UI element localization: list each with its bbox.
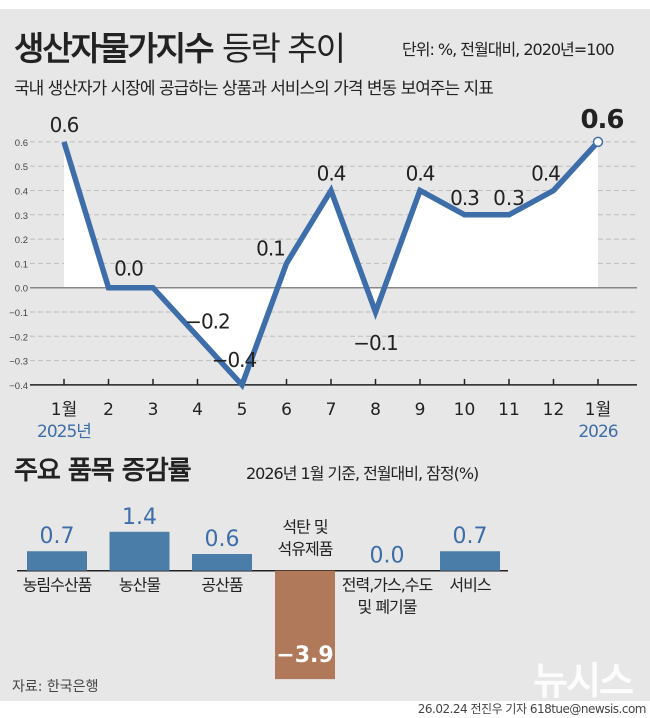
x-tick-label: 12 [543, 400, 565, 420]
data-label: 0.6 [580, 105, 623, 135]
data-label: 0.1 [256, 236, 285, 260]
data-label: 0.4 [406, 162, 435, 186]
series-line [61, 140, 601, 391]
x-tick-label: 9 [415, 400, 426, 420]
y-tick-label: −0.1 [9, 308, 28, 319]
bar-category-label: 농림수산품 [23, 576, 92, 595]
y-tick-label: 0.6 [15, 138, 28, 149]
bar-value-label: 0.0 [370, 544, 405, 569]
unit-note: 단위: %, 전월대비, 2020년=100 [402, 40, 615, 59]
bar [440, 551, 500, 571]
x-tick-label: 1월 [585, 400, 611, 420]
newsis-logo: 뉴시스 [533, 659, 634, 703]
bar-category-label: 농산물 [119, 576, 160, 595]
bar-category-label: 석유제품 [278, 540, 333, 559]
data-label: −0.2 [185, 309, 230, 333]
bar-category-label: 공산품 [201, 576, 242, 595]
x-tick-label: 8 [370, 400, 381, 420]
bar [27, 551, 87, 571]
data-label: 0.4 [317, 162, 346, 186]
bar [275, 570, 335, 680]
x-tick-label: 1월 [51, 400, 77, 420]
data-label: 0.4 [531, 162, 560, 186]
credit-note: 26.02.24 전진우 기자 618tue@newsis.com [417, 702, 647, 716]
y-tick-label: 0.5 [15, 162, 28, 173]
data-label: 0.3 [493, 186, 525, 210]
bar-category-label: 서비스 [449, 576, 490, 595]
x-tick-label: 11 [498, 400, 520, 420]
year-label: 2025년 [37, 422, 91, 442]
source-note: 자료: 한국은행 [12, 679, 99, 695]
y-tick-label: 0.0 [15, 284, 28, 295]
y-tick-label: −0.3 [9, 357, 28, 368]
bar-value-label: 0.7 [453, 524, 488, 549]
y-tick-label: 0.3 [15, 211, 28, 222]
data-label: −0.1 [353, 331, 398, 355]
y-tick-label: −0.2 [9, 332, 28, 343]
section-title: 주요 품목 증감률 [14, 456, 192, 486]
area-fill [64, 141, 598, 385]
data-label: 0.3 [450, 186, 479, 210]
data-label: −0.4 [212, 348, 257, 372]
year-label: 2026 [578, 422, 617, 442]
y-tick-label: −0.4 [9, 381, 28, 392]
bar-category-label: 전력,가스,수도 [342, 576, 433, 595]
x-tick-label: 10 [454, 400, 476, 420]
bar-category-label: 석탄 및 [282, 518, 328, 537]
data-label: 0.0 [114, 257, 143, 281]
bar-value-label: −3.9 [276, 643, 333, 668]
bar-value-label: 0.7 [40, 524, 75, 549]
x-tick-label: 6 [281, 400, 292, 420]
bar-category-label: 및 폐기물 [358, 598, 417, 617]
data-label: 0.6 [50, 113, 79, 137]
x-tick-label: 3 [148, 400, 159, 420]
bar [192, 554, 252, 571]
bar-value-label: 0.6 [205, 527, 240, 552]
last-point-marker [592, 136, 604, 148]
subtitle: 국내 생산자가 시장에 공급하는 상품과 서비스의 가격 변동 보여주는 지표 [14, 79, 494, 99]
bar [109, 531, 170, 571]
section-unit-note: 2026년 1월 기준, 전월대비, 잠정(%) [246, 464, 479, 483]
page-title: 생산자물가지수 등락 추이 [14, 29, 346, 68]
x-tick-label: 4 [192, 400, 203, 420]
x-tick-label: 7 [326, 400, 337, 420]
y-tick-label: 0.4 [15, 187, 28, 198]
y-tick-label: 0.2 [15, 235, 28, 246]
x-tick-label: 5 [237, 400, 248, 420]
y-tick-label: 0.1 [15, 259, 28, 270]
x-tick-label: 2 [103, 400, 114, 420]
bar-value-label: 1.4 [122, 505, 157, 530]
